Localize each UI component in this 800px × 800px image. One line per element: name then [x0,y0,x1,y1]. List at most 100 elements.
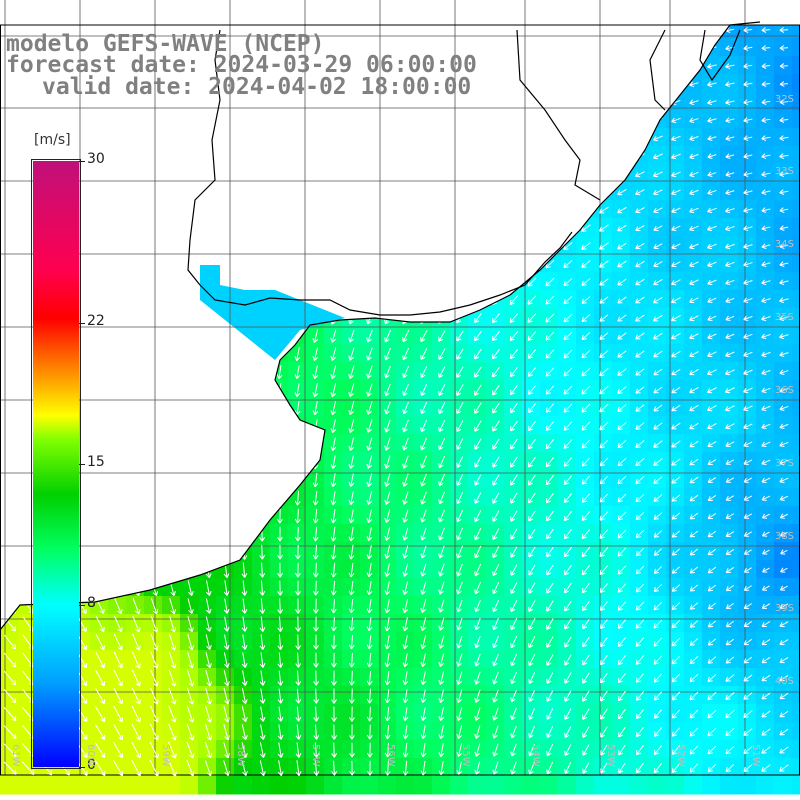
wind-arrow [384,581,391,596]
wind-cell [756,290,775,309]
wind-cell [738,56,757,75]
wind-arrow [294,347,301,362]
wind-cell [648,290,667,309]
wind-cell [684,632,703,651]
wind-arrow [653,350,663,358]
wind-cell [594,380,613,399]
wind-arrow [366,527,373,542]
wind-arrow [617,188,627,196]
wind-cell [504,560,523,579]
wind-arrow [725,117,735,124]
wind-cell [738,704,757,723]
wind-cell [648,254,667,273]
wind-cell [774,668,793,687]
wind-arrow [618,762,626,774]
wind-arrow [653,655,663,665]
wind-cell [432,506,451,525]
wind-arrow [652,153,663,160]
wind-arrow [438,509,445,523]
wind-arrow [384,760,391,776]
wind-arrow [743,674,753,682]
wind-cell [702,200,721,219]
wind-arrow [762,549,770,555]
wind-arrow [761,477,771,483]
wind-cell [306,686,325,705]
latitude-label: 37S [774,458,794,469]
wind-cell [630,434,649,453]
wind-arrow [761,369,771,376]
wind-cell [594,470,613,489]
wind-arrow [563,439,573,449]
wind-arrow [205,705,213,723]
wind-cell [630,398,649,417]
wind-arrow [671,673,681,683]
wind-cell [594,344,613,363]
wind-cell [612,308,631,327]
wind-cell [558,650,577,669]
wind-cell [594,254,613,273]
wind-arrow [366,509,373,524]
wind-arrow [563,457,573,467]
wind-arrow [295,580,301,596]
wind-arrow [743,189,753,196]
wind-arrow [707,189,717,196]
wind-arrow [150,669,159,687]
wind-arrow [150,615,159,633]
wind-cell [252,560,271,579]
wind-arrow [671,440,681,448]
wind-arrow [671,709,681,719]
wind-cell [576,524,595,543]
wind-arrow [456,527,464,541]
wind-arrow [653,709,662,719]
wind-arrow [689,99,699,106]
wind-cell [396,722,415,741]
wind-cell [558,614,577,633]
wind-arrow [132,597,141,615]
wind-cell [684,272,703,291]
estuary-field [200,265,345,360]
wind-cell [414,488,433,507]
wind-arrow [349,760,355,776]
wind-arrow [223,723,231,741]
wind-arrow [617,637,626,647]
wind-cell [576,722,595,741]
wind-cell [702,578,721,597]
wind-cell [702,416,721,435]
wind-cell [666,128,685,147]
wind-arrow [438,563,445,577]
wind-arrow [653,332,663,340]
wind-arrow [474,689,481,703]
wind-cell [522,398,541,417]
wind-arrow [294,383,301,398]
wind-arrow [564,672,572,684]
wind-cell [792,182,800,201]
wind-cell [702,110,721,129]
wind-cell [414,632,433,651]
wind-arrow [528,564,536,576]
wind-arrow [402,707,409,721]
wind-cell [684,398,703,417]
wind-arrow [617,619,627,629]
wind-cell [594,650,613,669]
wind-cell [756,164,775,183]
wind-cell [792,560,800,579]
wind-arrow [168,723,177,741]
wind-cell [738,524,757,543]
wind-arrow [384,437,391,451]
wind-arrow [762,531,770,537]
model-title: modelo GEFS-WAVE (NCEP) [6,31,325,57]
wind-arrow [689,351,699,358]
wind-cell [666,506,685,525]
wind-cell [738,38,757,57]
wind-cell [558,290,577,309]
wind-arrow [725,369,735,376]
wind-arrow [635,171,645,178]
wind-cell [792,25,800,39]
wind-cell [414,740,433,759]
wind-cell [630,758,649,777]
wind-cell [738,722,757,741]
wind-cell [576,740,595,759]
wind-arrow [563,475,573,485]
wind-cell [738,758,757,777]
